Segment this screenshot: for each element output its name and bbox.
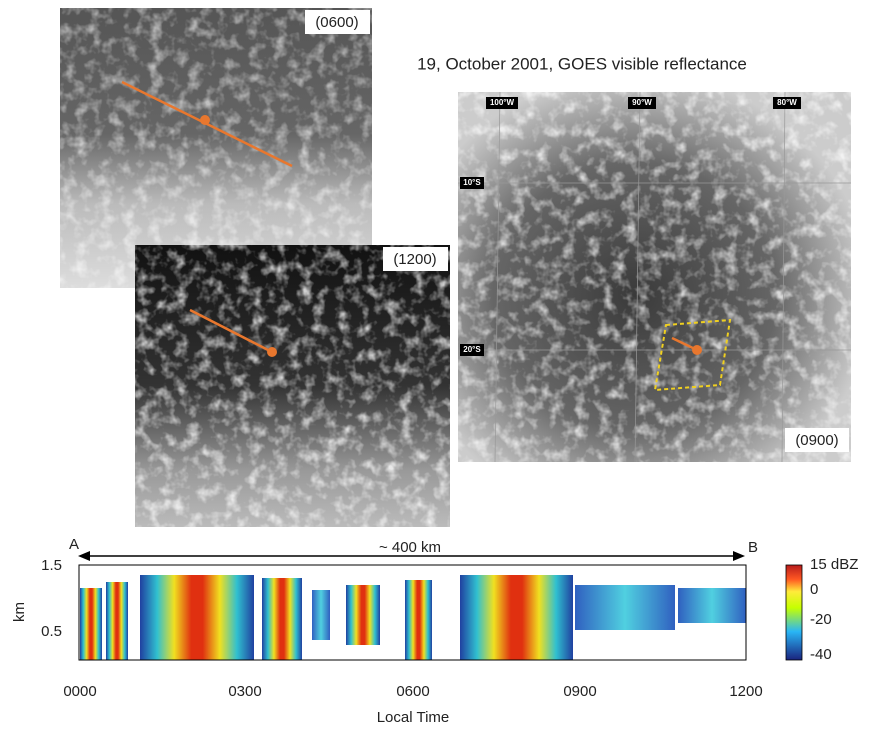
panel-label: (0900) — [795, 432, 838, 449]
x-tick-label: 0900 — [563, 683, 596, 700]
y-tick-label: 0.5 — [41, 623, 62, 640]
x-tick-label: 1200 — [729, 683, 762, 700]
lat-label: 10°S — [463, 178, 481, 187]
colorbar-tick-label: 0 — [810, 581, 818, 598]
panel-0900: 100°W 90°W 80°W 10°S 20°S (0900) — [458, 91, 851, 463]
colorbar-tick-label: 15 dBZ — [810, 556, 858, 573]
panel-0600: (0600) — [60, 8, 372, 288]
panel-1200: (1200) — [135, 245, 450, 527]
distance-label: ~ 400 km — [379, 539, 441, 556]
radar-plot: A B ~ 400 km 1.5 0.5 km 0000 0300 0600 0… — [11, 536, 858, 726]
x-tick-label: 0000 — [63, 683, 96, 700]
reflectivity — [80, 575, 746, 660]
x-tick-label: 0600 — [396, 683, 429, 700]
lon-label: 100°W — [490, 98, 515, 107]
endpoint-label: B — [748, 539, 758, 556]
panel-label: (1200) — [393, 251, 436, 268]
colorbar — [785, 564, 803, 661]
panel-label: (0600) — [315, 14, 358, 31]
x-tick-label: 0300 — [228, 683, 261, 700]
x-axis-label: Local Time — [377, 709, 450, 726]
colorbar-tick-label: -20 — [810, 611, 832, 628]
endpoint-label: A — [69, 536, 79, 553]
colorbar-tick-label: -40 — [810, 646, 832, 663]
lon-label: 90°W — [632, 98, 652, 107]
lat-label: 20°S — [463, 345, 481, 354]
y-tick-label: 1.5 — [41, 557, 62, 574]
lon-label: 80°W — [777, 98, 797, 107]
figure-title: 19, October 2001, GOES visible reflectan… — [417, 54, 747, 73]
y-axis-label: km — [11, 602, 28, 622]
